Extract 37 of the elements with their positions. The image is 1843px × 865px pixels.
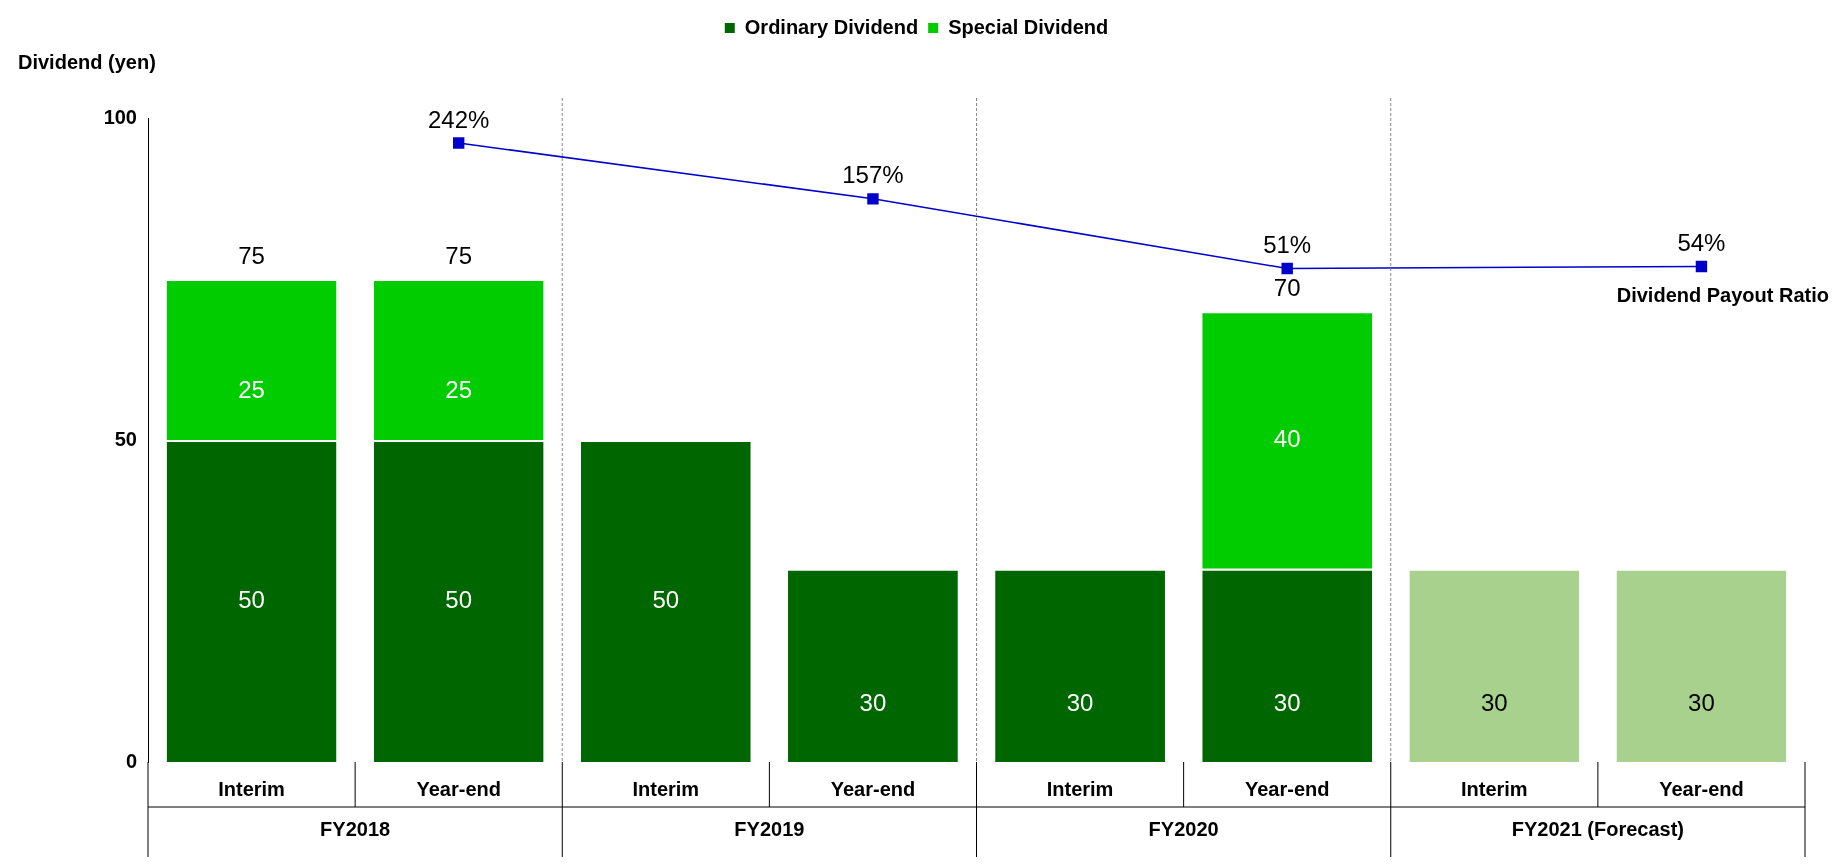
x-tick-label: Interim — [218, 777, 285, 800]
text: FY2019 — [734, 817, 805, 840]
data-label: 30 — [1066, 688, 1094, 716]
data-label: 50 — [238, 585, 265, 613]
data-label: 40 — [1273, 424, 1301, 452]
y-tick-label: 100 — [103, 105, 137, 128]
data-label: 30 — [1273, 688, 1301, 716]
total-label: 75 — [238, 241, 265, 269]
data-label: 30 — [1688, 688, 1715, 716]
x-tick-label: Year-end — [1659, 777, 1744, 800]
x-tick-label: Year-end — [1244, 777, 1330, 800]
data-label: 25 — [445, 376, 473, 404]
data-label: 50 — [445, 585, 473, 613]
x-tick-label: Year-end — [416, 777, 501, 800]
total-label: 70 — [1273, 273, 1301, 301]
x-tick-label: Interim — [1046, 777, 1114, 800]
data-label: 51% — [1263, 231, 1312, 259]
data-label: 25 — [238, 376, 265, 404]
y-axis-title: Dividend (yen) — [18, 50, 156, 73]
x-tick-label: Interim — [1460, 777, 1528, 800]
data-label: 157% — [842, 161, 904, 189]
data-label: 30 — [859, 688, 887, 716]
y-tick-label: 0 — [125, 749, 137, 772]
text: FY2020 — [1148, 817, 1219, 840]
x-tick-label: Year-end — [830, 777, 916, 800]
text: FY2018 — [320, 817, 391, 840]
x-tick-label: Interim — [632, 777, 700, 800]
data-label: 242% — [427, 105, 490, 133]
legend-label: Ordinary Dividend — [744, 15, 919, 38]
legend-label: Special Dividend — [948, 15, 1109, 38]
data-label: 54% — [1677, 229, 1726, 257]
text: FY2021 (Forecast) — [1511, 817, 1685, 840]
total-label: 75 — [445, 241, 473, 269]
data-label: 50 — [652, 585, 680, 613]
series-label: Dividend Payout Ratio — [1616, 284, 1829, 307]
y-tick-label: 50 — [114, 427, 137, 450]
data-label: 30 — [1480, 688, 1508, 716]
